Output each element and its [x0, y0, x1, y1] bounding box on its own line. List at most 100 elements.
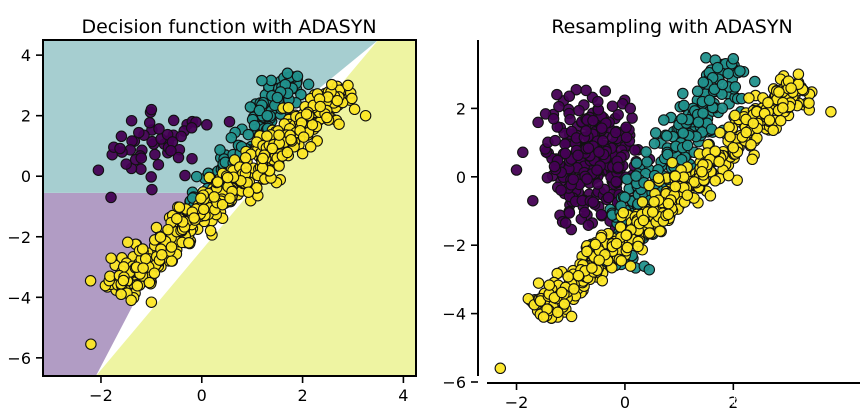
data-point	[646, 206, 659, 218]
data-point	[727, 141, 740, 154]
data-point	[282, 101, 295, 114]
data-point	[532, 277, 545, 289]
data-point	[167, 114, 180, 127]
data-point	[190, 170, 203, 183]
data-point	[510, 164, 523, 176]
data-point	[145, 103, 158, 116]
x-tick-label: 0	[620, 393, 630, 412]
data-point	[676, 113, 688, 125]
data-point	[248, 119, 261, 132]
data-point	[92, 164, 105, 176]
data-point	[599, 85, 612, 97]
y-tick-label: −6	[442, 373, 466, 392]
x-tick-label: −2	[505, 393, 529, 412]
data-point	[173, 201, 186, 213]
data-point	[115, 130, 128, 143]
data-point	[105, 252, 117, 264]
data-point	[281, 67, 294, 80]
data-point	[154, 231, 167, 243]
data-point	[240, 162, 252, 174]
data-point	[567, 173, 579, 186]
data-point	[188, 212, 200, 224]
data-point	[104, 270, 116, 283]
data-point	[150, 221, 163, 234]
data-point	[208, 191, 220, 203]
data-point	[629, 144, 641, 156]
data-point	[581, 245, 593, 258]
data-point	[302, 78, 315, 91]
data-point	[774, 114, 787, 127]
scatter-points	[494, 52, 837, 375]
data-point	[137, 262, 149, 274]
data-point	[580, 125, 592, 137]
series-2	[494, 68, 837, 375]
chart-title: Decision function with ADASYN	[81, 16, 376, 38]
data-point	[242, 186, 255, 198]
data-point	[326, 78, 338, 91]
data-point	[183, 237, 195, 249]
data-point	[558, 298, 571, 310]
data-point	[543, 279, 556, 291]
data-point	[580, 84, 592, 97]
data-point	[297, 131, 310, 143]
y-tick-label: 2	[456, 99, 466, 118]
data-point	[145, 171, 157, 183]
data-point	[136, 243, 149, 255]
data-point	[648, 137, 661, 150]
data-point	[648, 196, 660, 208]
y-tick-label: 4	[21, 46, 31, 65]
data-point	[295, 88, 307, 101]
data-point	[652, 172, 665, 184]
series-0	[92, 103, 236, 204]
data-point	[273, 129, 285, 141]
x-tick-label: −2	[89, 386, 113, 405]
data-point	[186, 152, 198, 165]
data-point	[555, 184, 567, 196]
data-point	[666, 156, 678, 169]
data-point	[692, 116, 705, 128]
data-point	[716, 102, 729, 114]
y-tick-label: 0	[21, 167, 31, 186]
data-point	[691, 85, 704, 98]
data-point	[242, 128, 255, 141]
data-point	[602, 191, 615, 204]
data-point	[713, 155, 725, 168]
data-point	[709, 175, 721, 187]
data-point	[669, 180, 682, 193]
data-point	[711, 61, 724, 74]
data-point	[115, 288, 127, 301]
data-point	[120, 158, 132, 170]
data-point	[724, 130, 736, 143]
data-point	[300, 108, 313, 120]
data-point	[643, 263, 656, 276]
data-point	[221, 171, 234, 184]
data-point	[149, 148, 161, 161]
data-point	[606, 100, 619, 112]
series-2	[84, 78, 372, 350]
data-point	[792, 68, 805, 80]
data-point	[224, 192, 236, 204]
data-point	[587, 196, 599, 208]
data-point	[547, 113, 560, 125]
data-point	[620, 121, 632, 134]
resampling-panel: Resampling with ADASYN −2 0 2 −6 −4 −2 0 2	[442, 16, 860, 412]
data-point	[165, 144, 177, 157]
data-point	[610, 237, 623, 250]
data-point	[581, 173, 593, 185]
data-point	[749, 75, 761, 88]
data-point	[201, 119, 213, 131]
data-point	[195, 192, 207, 205]
data-point	[261, 130, 273, 142]
watermark-text: CSDN @珞珈山小栽缝11-8	[649, 391, 848, 410]
data-point	[803, 97, 815, 109]
data-point	[825, 106, 837, 118]
data-point	[662, 208, 675, 221]
data-point	[165, 241, 178, 253]
data-point	[281, 146, 294, 159]
data-point	[593, 146, 605, 158]
data-point	[592, 95, 604, 108]
data-point	[722, 169, 735, 182]
data-point	[296, 147, 309, 160]
decision-function-panel: Decision function with ADASYN −2 0 2 4−6−4−…	[7, 16, 417, 405]
data-point	[747, 117, 760, 130]
